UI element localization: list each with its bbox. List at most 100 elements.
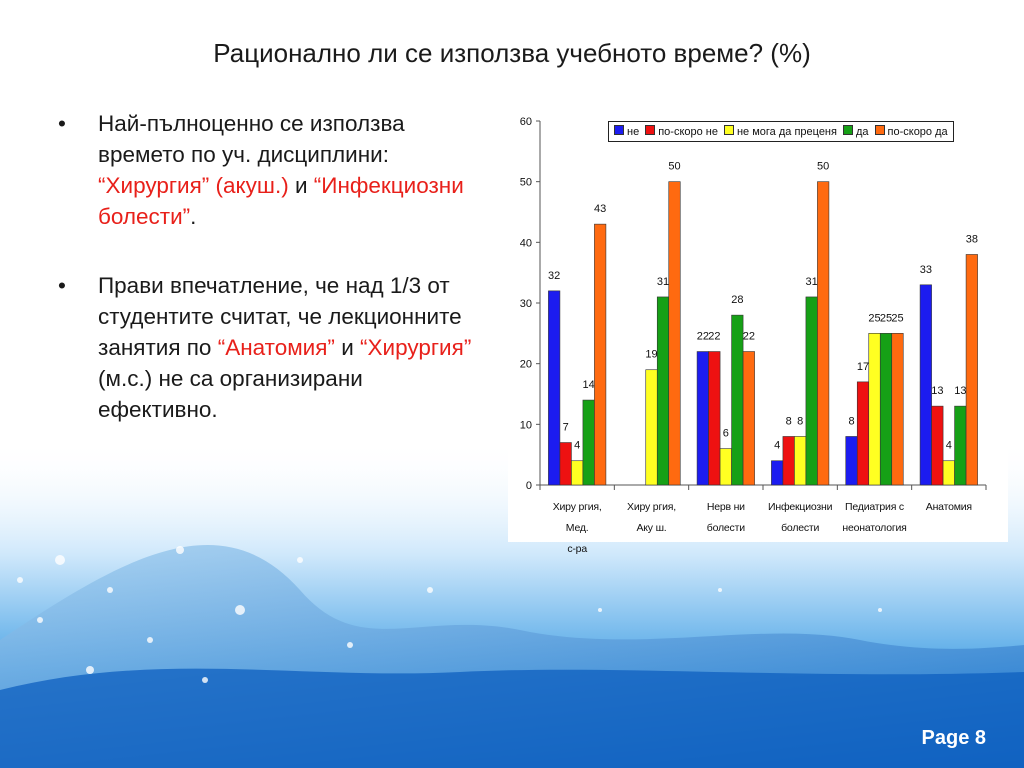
bar-value-label: 31 — [657, 276, 669, 288]
legend-label: по-скоро не — [658, 126, 718, 138]
bullet-highlight: “Инфекциозни болести” — [98, 173, 464, 229]
bar-chart: 0 10 20 30 40 50 60 32 7 4 14 43 19 31 50 22 22 6 28 22 4 8 8 3… — [508, 110, 1008, 555]
legend-label: по-скоро да — [887, 126, 948, 138]
category-label: Педиатрия с неонатология — [838, 497, 912, 539]
bar-value-label: 32 — [548, 270, 560, 282]
bullet-text-part: и — [288, 173, 314, 198]
chart-legend: не по-скоро не не мога да преценя да по-скор… — [608, 121, 954, 142]
y-tick-label: 50 — [520, 177, 532, 189]
bar-value-label: 19 — [645, 349, 657, 361]
bar-value-label: 4 — [946, 440, 952, 452]
category-label-line: болести — [781, 522, 820, 534]
bullet-text-part: Прави впечатление, че над 1/3 от студент… — [98, 273, 462, 360]
bar-value-label: 8 — [797, 415, 803, 427]
bullet-text-part: Най-пълноценно се използва времето по уч… — [98, 111, 405, 167]
bar — [817, 181, 830, 486]
bar — [559, 442, 572, 486]
bullet-highlight: “Хирургия” (акуш.) — [98, 173, 289, 198]
legend-label: не — [627, 126, 640, 138]
category-label-line: неонатология — [842, 522, 907, 534]
y-tick-label: 0 — [526, 480, 532, 492]
bar — [942, 460, 955, 486]
y-tick-label: 40 — [520, 237, 532, 249]
bar-value-label: 13 — [954, 385, 966, 397]
category-label-line: болести — [706, 522, 745, 534]
legend-item: да — [842, 125, 869, 138]
bar — [696, 351, 709, 486]
bar — [668, 181, 681, 486]
bar-value-label: 8 — [848, 415, 854, 427]
bar — [645, 369, 658, 486]
category-label: Хиру ргия, Аку ш. — [615, 497, 689, 539]
bar — [742, 351, 755, 486]
bar-value-label: 50 — [668, 161, 680, 173]
bar-value-label: 4 — [774, 440, 780, 452]
bar — [868, 333, 881, 486]
bar-value-label: 33 — [920, 264, 932, 276]
bar-value-label: 25 — [891, 312, 903, 324]
page-number: Page 8 — [921, 727, 986, 749]
legend-swatch — [614, 125, 624, 135]
bullet-item: • Прави впечатление, че над 1/3 от студе… — [58, 270, 478, 425]
bullet-mark: • — [58, 273, 66, 298]
category-label: Нерв ни болести — [689, 497, 763, 539]
y-tick-label: 10 — [520, 419, 532, 431]
bar — [965, 254, 978, 486]
bar-value-label: 22 — [708, 331, 720, 343]
category-label-line: Хиру ргия, — [627, 501, 676, 513]
category-label: Инфекциозни болести — [763, 497, 837, 539]
category-label-line: Анатомия — [925, 501, 972, 513]
legend-item: не мога да преценя — [723, 125, 837, 138]
bar — [879, 333, 893, 486]
bar-value-label: 50 — [817, 161, 829, 173]
bar — [856, 381, 870, 486]
bar — [782, 436, 795, 486]
bar-value-label: 25 — [868, 312, 880, 324]
bar — [954, 405, 967, 486]
bar — [571, 460, 584, 486]
bar-value-label: 38 — [966, 233, 978, 245]
bar-value-label: 43 — [594, 203, 606, 215]
bullet-text-part: (м.с.) не са организирани ефективно. — [98, 366, 363, 422]
bar-value-label: 25 — [880, 312, 892, 324]
category-label: Хиру ргия, Мед. с-ра — [540, 497, 614, 560]
bar-value-label: 28 — [731, 294, 743, 306]
bar-value-label: 13 — [931, 385, 943, 397]
category-label-line: Хиру ргия, Мед. — [552, 501, 602, 534]
legend-label: да — [855, 126, 869, 138]
bar — [656, 296, 670, 486]
legend-item: по-скоро да — [874, 125, 948, 138]
bullet-item: • Най-пълноценно се използва времето по … — [58, 108, 478, 232]
bar — [594, 223, 607, 486]
category-label: Анатомия — [912, 497, 986, 518]
bar-value-label: 4 — [574, 440, 580, 452]
bar-value-label: 31 — [806, 276, 818, 288]
bar — [548, 290, 561, 486]
bullet-text: Прави впечатление, че над 1/3 от студент… — [98, 273, 471, 422]
category-label-line: Аку ш. — [636, 522, 667, 534]
legend-swatch — [842, 125, 853, 135]
bar — [919, 284, 932, 486]
bar-value-label: 14 — [583, 379, 595, 391]
legend-swatch — [645, 125, 656, 135]
category-label-line: Инфекциозни — [768, 501, 833, 513]
bar-value-label: 22 — [743, 331, 755, 343]
bar-value-label: 8 — [786, 415, 792, 427]
y-tick-label: 30 — [520, 298, 532, 310]
y-tick-label: 60 — [520, 116, 532, 128]
bar — [719, 448, 732, 486]
bar — [708, 351, 721, 486]
bullet-mark: • — [58, 111, 66, 136]
category-label-line: с-ра — [567, 543, 587, 555]
legend-item: не — [614, 125, 639, 138]
slide-title: Рационално ли се използва учебното време… — [213, 38, 811, 68]
legend-swatch — [874, 125, 885, 135]
bar — [794, 436, 807, 486]
bar — [582, 399, 595, 486]
bar — [805, 296, 818, 486]
bar-value-label: 6 — [723, 428, 729, 440]
y-tick-label: 20 — [520, 359, 532, 371]
bar — [771, 460, 784, 486]
bullet-highlight: “Анатомия” — [217, 335, 335, 360]
